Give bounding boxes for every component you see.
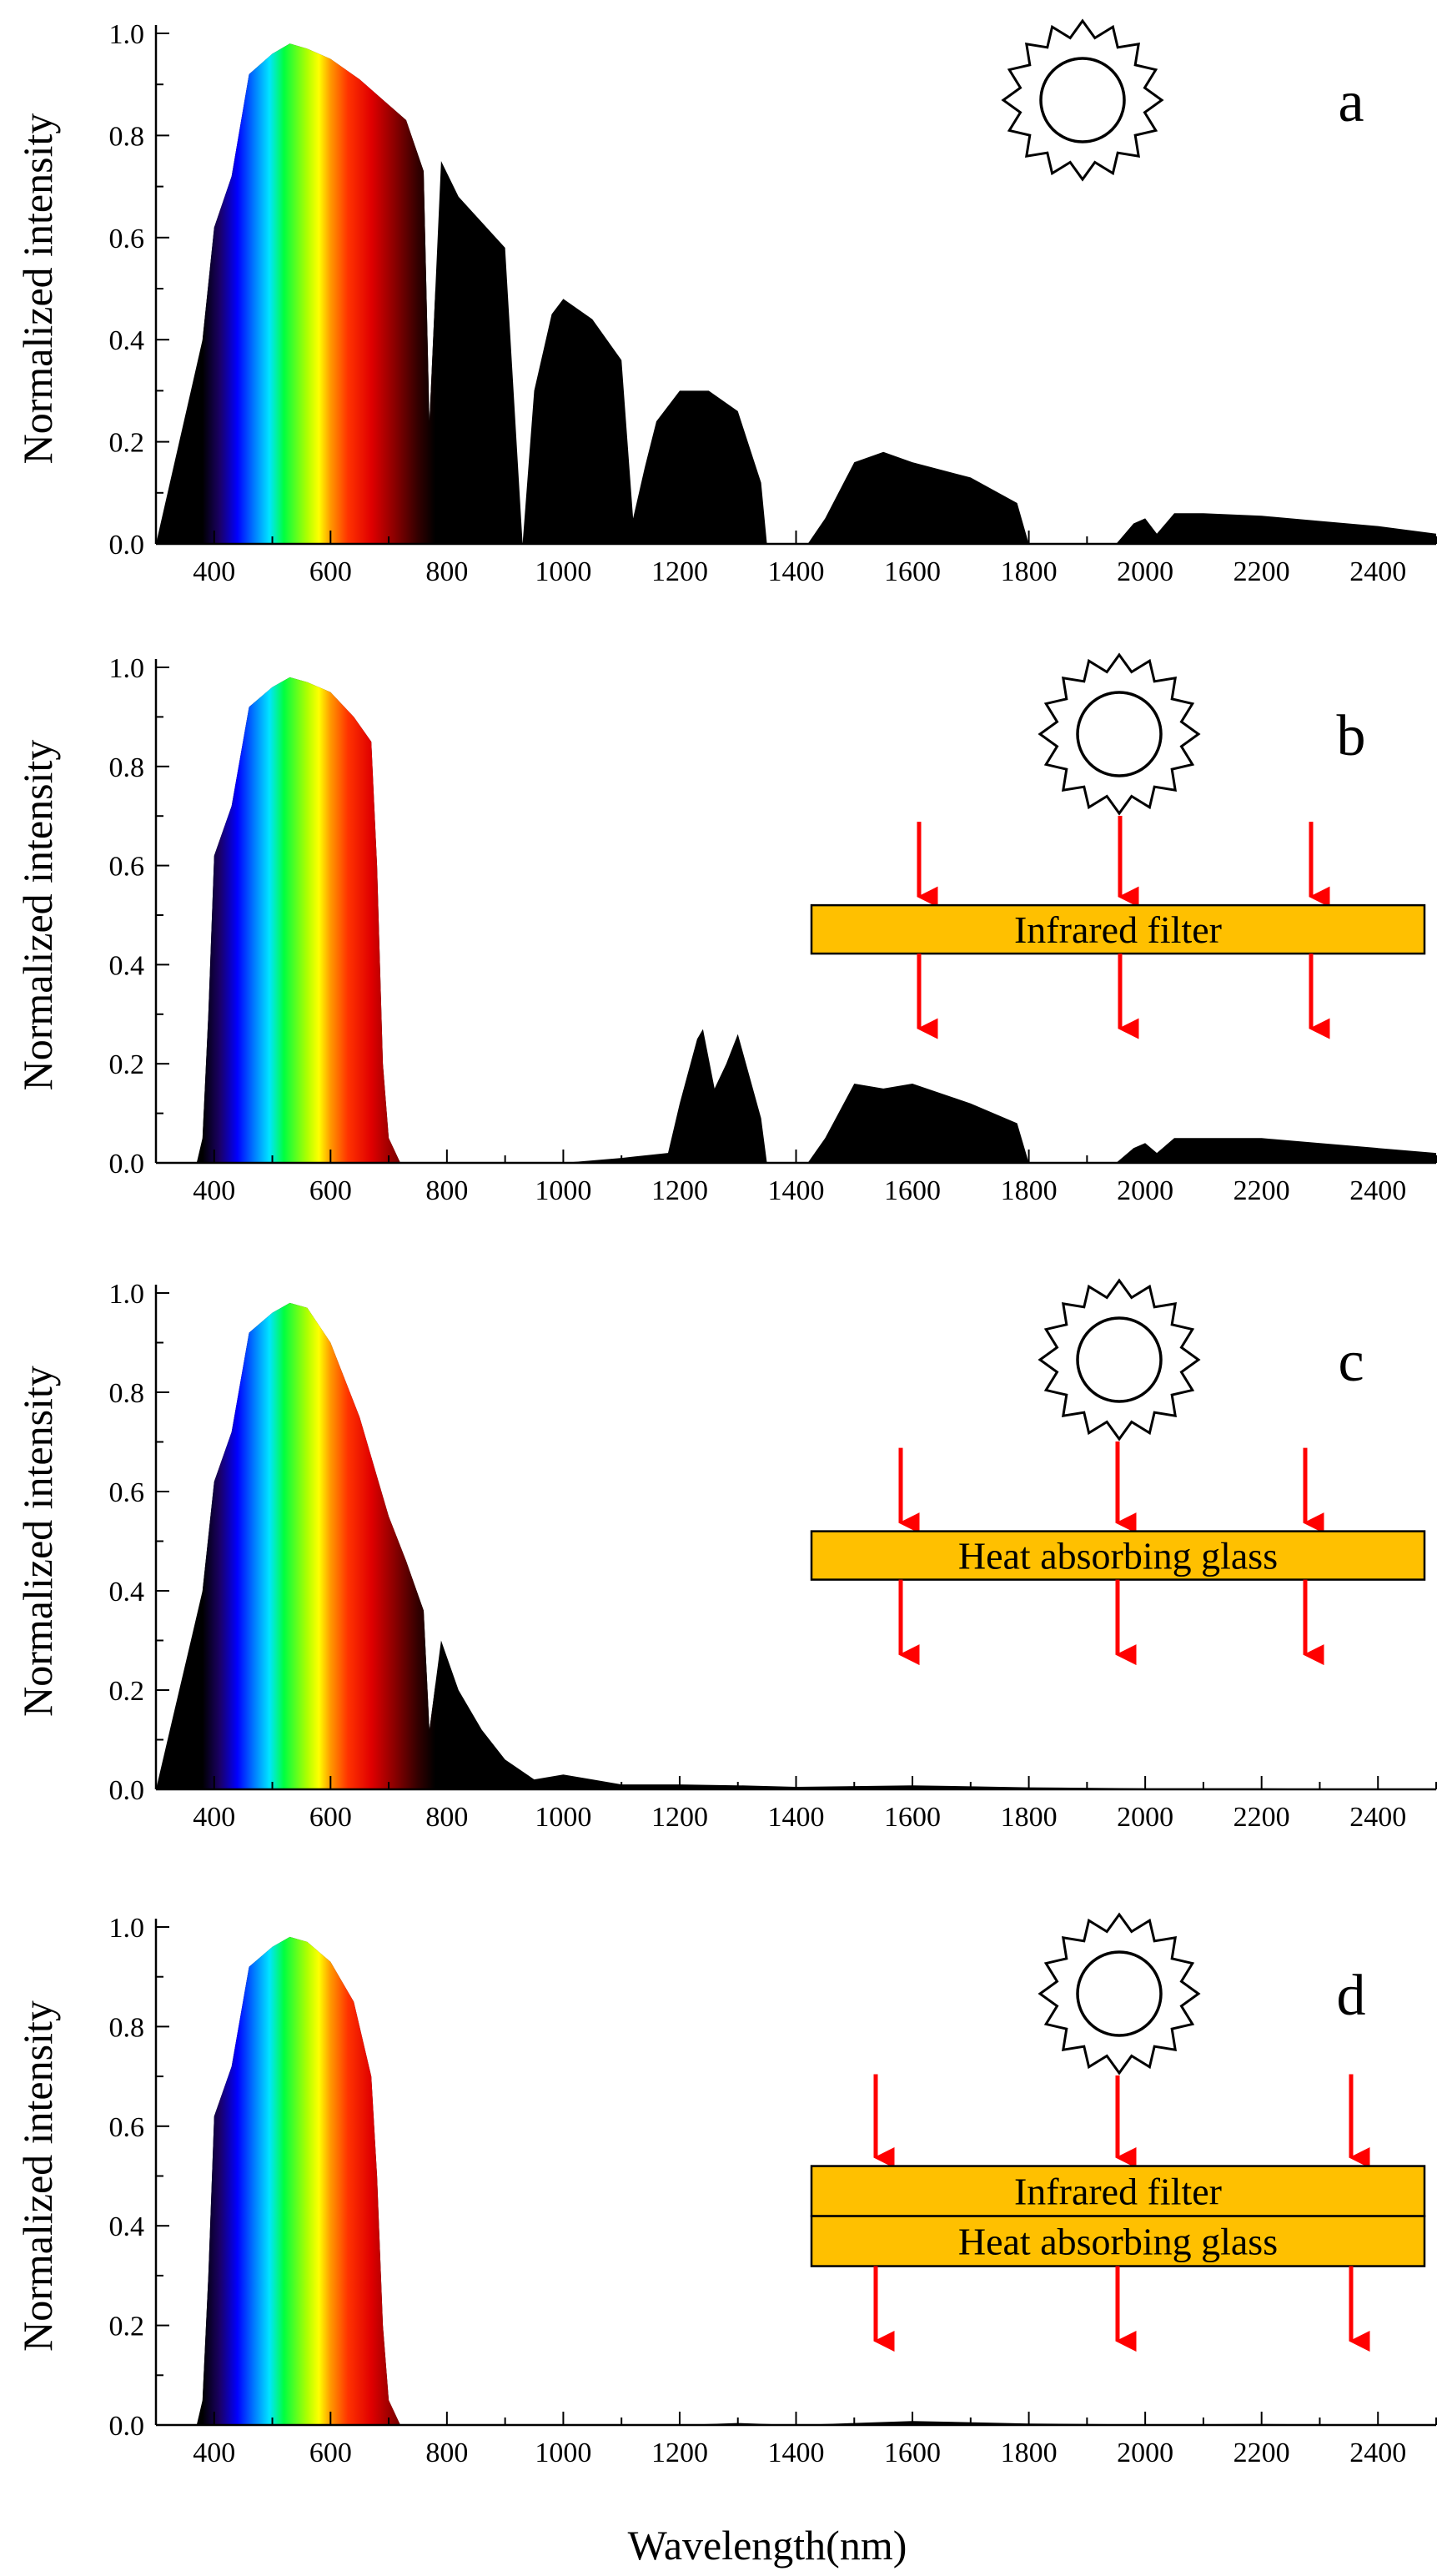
sun-icon	[1038, 652, 1201, 816]
x-tick-label: 2000	[1117, 1802, 1173, 1833]
x-tick-label: 1400	[768, 1175, 825, 1206]
sun-icon	[1038, 1278, 1201, 1441]
y-axis-title: Normalized intensity	[14, 740, 61, 1091]
x-tick-label: 600	[309, 556, 352, 587]
x-tick-label: 800	[425, 1802, 468, 1833]
y-tick-label: 0.0	[109, 2411, 145, 2442]
sun-icon	[1038, 1912, 1201, 2075]
x-tick-label: 1800	[1001, 556, 1058, 587]
filter-box-heat-absorbing-glass: Heat absorbing glass	[810, 2215, 1426, 2267]
x-tick-label: 1400	[768, 556, 825, 587]
panel-c: 400 600 800 1000 1200 1400 1600 1800 2000 2200 240…	[14, 1278, 1437, 1833]
panel-label: c	[1338, 1330, 1364, 1394]
x-tick-label: 2200	[1233, 1175, 1290, 1206]
y-tick-label: 0.8	[109, 121, 145, 152]
filter-box-infrared-filter: Infrared filter	[810, 903, 1426, 955]
x-tick-label: 1600	[884, 1802, 941, 1833]
x-tick-label: 2400	[1349, 1175, 1406, 1206]
filter-box-infrared-filter-label: Infrared filter	[1014, 908, 1222, 951]
x-tick-label: 600	[309, 1175, 352, 1206]
filter-box-heat-absorbing-glass-label: Heat absorbing glass	[958, 2221, 1278, 2263]
panel-a: 400 600 800 1000 1200 1400 1600 1800 2000 2200 240…	[14, 18, 1437, 587]
x-tick-label: 400	[193, 2438, 235, 2468]
x-tick-label: 2200	[1233, 2438, 1290, 2468]
panel-label: b	[1337, 704, 1366, 768]
x-tick-label: 2400	[1349, 1802, 1406, 1833]
y-tick-label: 0.4	[109, 950, 145, 981]
y-tick-label: 0.6	[109, 2112, 145, 2143]
x-tick-label: 2200	[1233, 1802, 1290, 1833]
filter-box-heat-absorbing-glass-label: Heat absorbing glass	[958, 1535, 1278, 1577]
y-tick-label: 0.4	[109, 1577, 145, 1607]
y-tick-label: 0.6	[109, 1477, 145, 1508]
x-tick-label: 2400	[1349, 2438, 1406, 2468]
x-tick-label: 800	[425, 556, 468, 587]
x-tick-label: 1600	[884, 2438, 941, 2468]
x-tick-label: 400	[193, 1175, 235, 1206]
x-tick-label: 1400	[768, 1802, 825, 1833]
y-tick-label: 0.0	[109, 1775, 145, 1806]
visible-band-d	[202, 1936, 435, 2425]
y-tick-label: 0.2	[109, 1676, 145, 1707]
x-tick-label: 2000	[1117, 2438, 1173, 2468]
x-tick-label: 1000	[535, 556, 591, 587]
filter-box-infrared-filter-label: Infrared filter	[1014, 2171, 1222, 2213]
visible-band-b	[202, 677, 435, 1163]
y-tick-label: 0.2	[109, 428, 145, 459]
x-tick-label: 400	[193, 556, 235, 587]
x-tick-label: 1600	[884, 556, 941, 587]
x-tick-label: 1000	[535, 1802, 591, 1833]
x-tick-label: 1600	[884, 1175, 941, 1206]
x-tick-label: 800	[425, 2438, 468, 2468]
y-tick-label: 0.6	[109, 224, 145, 254]
x-tick-label: 1000	[535, 1175, 591, 1206]
sun-icon	[1001, 18, 1164, 182]
panel-label: d	[1337, 1964, 1366, 2028]
panel-label: a	[1338, 70, 1364, 134]
y-tick-label: 0.0	[109, 1149, 145, 1180]
x-tick-label: 600	[309, 1802, 352, 1833]
visible-band-a	[202, 43, 435, 544]
panel-b: 400 600 800 1000 1200 1400 1600 1800 2000 2200 240…	[14, 652, 1437, 1206]
y-tick-label: 1.0	[109, 19, 145, 50]
x-tick-label: 2000	[1117, 1175, 1173, 1206]
x-tick-label: 1800	[1001, 1802, 1058, 1833]
y-tick-label: 0.2	[109, 2312, 145, 2342]
x-tick-label: 1200	[651, 2438, 708, 2468]
y-tick-label: 0.8	[109, 1378, 145, 1409]
filter-box-heat-absorbing-glass: Heat absorbing glass	[810, 1530, 1426, 1581]
x-tick-label: 400	[193, 1802, 235, 1833]
y-axis-title: Normalized intensity	[14, 1366, 61, 1717]
x-tick-label: 1200	[651, 556, 708, 587]
x-tick-label: 1200	[651, 1802, 708, 1833]
x-tick-label: 800	[425, 1175, 468, 1206]
x-tick-label: 600	[309, 2438, 352, 2468]
y-tick-label: 0.0	[109, 530, 145, 561]
x-tick-label: 1800	[1001, 2438, 1058, 2468]
x-tick-label: 1800	[1001, 1175, 1058, 1206]
x-tick-label: 1200	[651, 1175, 708, 1206]
x-tick-label: 2400	[1349, 556, 1406, 587]
y-tick-label: 0.2	[109, 1049, 145, 1080]
y-tick-label: 0.4	[109, 325, 145, 356]
panel-d: 400 600 800 1000 1200 1400 1600 1800 2000 2200 240…	[14, 1912, 1437, 2468]
y-tick-label: 1.0	[109, 1913, 145, 1944]
y-tick-label: 1.0	[109, 1279, 145, 1310]
x-axis-title: Wavelength(nm)	[628, 2522, 907, 2568]
y-axis-title: Normalized intensity	[14, 113, 61, 465]
y-tick-label: 0.6	[109, 852, 145, 883]
x-tick-label: 2000	[1117, 556, 1173, 587]
y-tick-label: 1.0	[109, 653, 145, 684]
x-tick-label: 2200	[1233, 556, 1290, 587]
y-tick-label: 0.8	[109, 2012, 145, 2043]
y-axis-title: Normalized intensity	[14, 2000, 61, 2352]
filter-box-infrared-filter: Infrared filter	[810, 2165, 1426, 2217]
y-tick-label: 0.8	[109, 752, 145, 783]
x-tick-label: 1400	[768, 2438, 825, 2468]
spectrum-area-a	[156, 43, 1436, 544]
x-tick-label: 1000	[535, 2438, 591, 2468]
visible-band-c	[202, 1302, 435, 1789]
y-tick-label: 0.4	[109, 2211, 145, 2242]
